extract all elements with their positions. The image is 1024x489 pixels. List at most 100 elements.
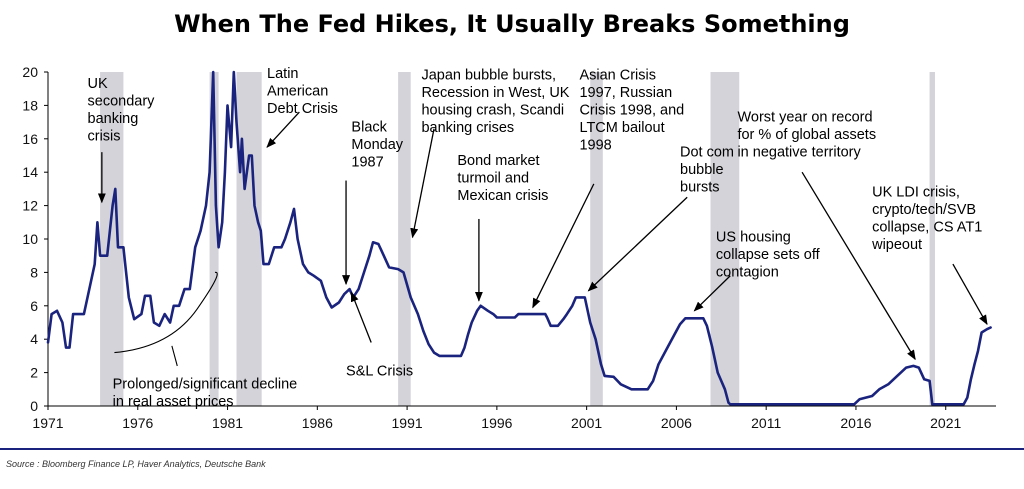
annotation-arrow	[587, 196, 688, 292]
annotation-line: UK LDI crisis,	[872, 185, 960, 201]
annotation-latin-american: Latin American Debt Crisis	[266, 66, 338, 148]
recession-band	[236, 72, 262, 406]
annotation-line: UK	[88, 76, 108, 92]
annotation-line: in negative territory	[737, 144, 861, 160]
annotation-worst-year: Worst year on record for % of global asse…	[737, 109, 916, 361]
annotation-text: Bond market turmoil and Mexican crisis	[457, 153, 548, 204]
annotation-us-housing: US housing collapse sets off contagion	[693, 230, 821, 312]
x-tick-label: 2006	[661, 415, 692, 431]
x-tick-label: 1996	[481, 415, 512, 431]
annotation-line: 1997, Russian	[579, 85, 672, 101]
annotation-line: crisis	[88, 129, 121, 145]
annotation-arrow	[266, 111, 300, 148]
annotation-dot-com: Dot com bubble bursts	[587, 144, 734, 292]
y-tick-label: 12	[22, 198, 38, 214]
annotation-line: LTCM bailout	[579, 120, 664, 136]
x-tick-label: 1976	[122, 415, 153, 431]
annotation-line: turmoil and	[457, 170, 529, 186]
annotation-arrow	[801, 171, 916, 361]
annotation-uk-secondary: UK secondary banking crisis	[88, 76, 156, 204]
x-tick-label: 2011	[751, 415, 781, 431]
annotation-prolonged: Prolonged/significant decline in real ass…	[113, 271, 298, 411]
x-tick-label: 1971	[32, 415, 63, 431]
y-tick-label: 14	[22, 164, 38, 180]
x-tick-label: 2016	[840, 415, 871, 431]
annotation-line: collapse sets off	[716, 247, 821, 263]
chart-title: When The Fed Hikes, It Usually Breaks So…	[174, 10, 850, 38]
annotation-line: Crisis 1998, and	[579, 103, 684, 119]
annotation-uk-ldi: UK LDI crisis, crypto/tech/SVB collapse, C…	[871, 185, 988, 326]
annotation-line: wipeout	[871, 237, 922, 253]
y-tick-label: 6	[30, 298, 38, 314]
recession-band	[710, 72, 740, 406]
annotation-text: Japan bubble bursts, Recession in West, U…	[421, 68, 569, 137]
annotation-sl-crisis: S&L Crisis	[346, 291, 413, 379]
x-tick-label: 1986	[302, 415, 333, 431]
annotation-arrow	[693, 275, 731, 312]
annotation-line: Bond market	[457, 153, 539, 169]
annotation-line: Monday	[351, 137, 403, 153]
annotations: UK secondary banking crisis Latin American Deb…	[88, 66, 988, 410]
annotation-line: crypto/tech/SVB	[872, 202, 976, 218]
annotation-line: banking crises	[421, 120, 514, 136]
annotation-line: Latin	[267, 66, 298, 82]
annotation-line: American	[267, 84, 328, 100]
annotation-text: Black Monday 1987	[351, 119, 403, 170]
y-tick-label: 2	[30, 365, 38, 381]
annotation-line: in real asset prices	[113, 394, 234, 410]
annotation-line: Recession in West, UK	[421, 85, 569, 101]
y-tick-label: 8	[30, 264, 38, 280]
tick-labels: 0 2 4 6 8 10 12 14 16 18 20 1971 1976 1981 1986 1991 199…	[22, 64, 961, 431]
annotation-line: 1987	[351, 154, 383, 170]
x-tick-label: 2021	[930, 415, 961, 431]
annotation-asian-crisis: Asian Crisis 1997, Russian Crisis 1998, an…	[532, 68, 684, 309]
annotation-text: Prolonged/significant decline in real ass…	[113, 377, 298, 411]
y-tick-label: 0	[30, 398, 38, 414]
annotation-line: banking	[88, 111, 139, 127]
annotation-arrow	[952, 263, 988, 326]
recession-band	[590, 72, 603, 406]
annotation-line: bubble	[680, 162, 724, 178]
annotation-arrow	[532, 183, 595, 309]
recession-band	[929, 72, 935, 406]
annotation-connector	[171, 345, 178, 367]
annotation-line: Prolonged/significant decline	[113, 377, 298, 393]
annotation-black-monday: Black Monday 1987	[342, 119, 404, 286]
recession-bands	[100, 72, 935, 406]
y-tick-label: 16	[22, 131, 38, 147]
annotation-line: Asian Crisis	[579, 68, 656, 84]
annotation-bracket	[114, 271, 218, 354]
series-layer	[46, 70, 992, 406]
annotation-text: Worst year on record for % of global asse…	[737, 109, 876, 160]
annotation-line: 1998	[579, 138, 611, 154]
annotation-line: for % of global assets	[737, 127, 876, 143]
annotation-bond-market: Bond market turmoil and Mexican crisis	[457, 153, 548, 302]
annotation-line: housing crash, Scandi	[421, 103, 564, 119]
annotation-japan-bubble: Japan bubble bursts, Recession in West, U…	[410, 68, 570, 239]
annotation-line: contagion	[716, 265, 779, 281]
annotation-line: Worst year on record	[737, 109, 872, 125]
x-tick-label: 1991	[392, 415, 423, 431]
annotation-line: secondary	[88, 94, 156, 110]
annotation-line: Japan bubble bursts,	[421, 68, 556, 84]
annotation-line: Black	[351, 119, 387, 135]
x-tick-label: 2001	[571, 415, 602, 431]
annotation-text: S&L Crisis	[346, 363, 413, 379]
y-tick-label: 10	[22, 231, 38, 247]
annotation-line: S&L Crisis	[346, 363, 413, 379]
annotation-line: Dot com	[680, 144, 734, 160]
y-tick-label: 20	[22, 64, 38, 80]
annotation-arrow	[410, 128, 435, 239]
annotation-text: US housing collapse sets off contagion	[716, 230, 821, 281]
annotation-text: UK LDI crisis, crypto/tech/SVB collapse, C…	[871, 185, 982, 254]
recession-band	[209, 72, 219, 406]
y-tick-label: 4	[30, 331, 38, 347]
annotation-text: Asian Crisis 1997, Russian Crisis 1998, an…	[579, 68, 684, 154]
annotation-text: Latin American Debt Crisis	[267, 66, 338, 117]
annotation-text: UK secondary banking crisis	[88, 76, 156, 144]
source-note: Source : Bloomberg Finance LP, Haver Ana…	[6, 459, 266, 469]
series-line	[46, 70, 992, 406]
annotation-line: Mexican crisis	[457, 188, 548, 204]
annotation-arrow	[350, 291, 372, 343]
